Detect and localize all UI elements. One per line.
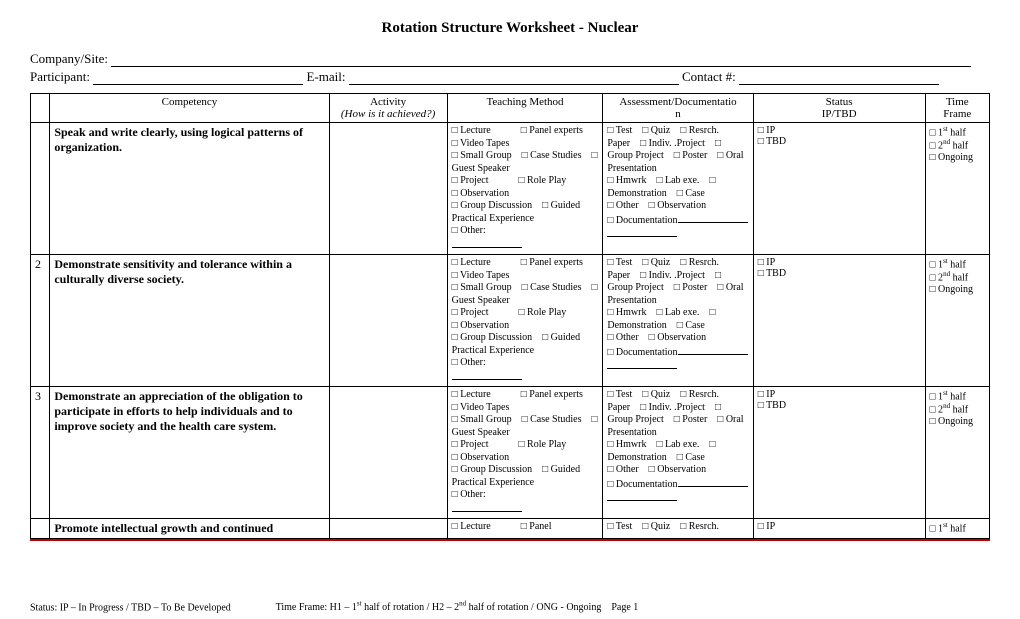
table-row: 3Demonstrate an appreciation of the obli… xyxy=(31,387,990,519)
cell-num: 2 xyxy=(31,255,50,387)
cell-activity xyxy=(329,387,447,519)
cell-competency: Demonstrate an appreciation of the oblig… xyxy=(50,387,329,519)
bottom-red-rule xyxy=(30,539,990,541)
hdr-assessment-l2: n xyxy=(675,108,681,120)
hdr-activity-l1: Activity xyxy=(370,96,406,108)
doc-blank xyxy=(678,345,748,355)
hdr-time-l2: Frame xyxy=(943,108,971,120)
hdr-assessment: Assessment/Documentatio n xyxy=(603,94,753,123)
hdr-time-l1: Time xyxy=(946,96,969,108)
cell-num xyxy=(31,123,50,255)
cell-time: □ 1st half xyxy=(925,519,989,539)
other-blank xyxy=(452,370,522,380)
worksheet-table: Competency Activity (How is it achieved?… xyxy=(30,93,990,539)
table-row: 2Demonstrate sensitivity and tolerance w… xyxy=(31,255,990,387)
cell-num: 3 xyxy=(31,387,50,519)
hdr-activity: Activity (How is it achieved?) xyxy=(329,94,447,123)
footer: Status: IP – In Progress / TBD – To Be D… xyxy=(30,600,990,613)
table-row: Speak and write clearly, using logical p… xyxy=(31,123,990,255)
hdr-status-l1: Status xyxy=(826,96,853,108)
company-blank xyxy=(111,53,971,67)
cell-assessment: □ Test □ Quiz □ Resrch. Paper □ Indiv. .… xyxy=(603,387,753,519)
footer-time-legend: Time Frame: H1 – 1st half of rotation / … xyxy=(276,602,639,613)
cell-activity xyxy=(329,519,447,539)
cell-activity xyxy=(329,123,447,255)
cell-teaching: □ Lecture □ Panel experts □ Video Tapes□… xyxy=(447,123,603,255)
doc-blank-2 xyxy=(607,491,677,501)
worksheet-page: Rotation Structure Worksheet - Nuclear C… xyxy=(0,0,1020,619)
hdr-assessment-l1: Assessment/Documentatio xyxy=(619,96,736,108)
cell-competency: Speak and write clearly, using logical p… xyxy=(50,123,329,255)
cell-status: □ IP□ TBD xyxy=(753,123,925,255)
cell-assessment: □ Test □ Quiz □ Resrch. Paper □ Indiv. .… xyxy=(603,255,753,387)
cell-assessment: □ Test □ Quiz □ Resrch. Paper □ Indiv. .… xyxy=(603,123,753,255)
hdr-status: Status IP/TBD xyxy=(753,94,925,123)
cell-assessment: □ Test □ Quiz □ Resrch. xyxy=(603,519,753,539)
hdr-teaching: Teaching Method xyxy=(447,94,603,123)
hdr-num xyxy=(31,94,50,123)
company-label: Company/Site: xyxy=(30,51,108,66)
header-company-line: Company/Site: xyxy=(30,51,990,67)
header-participant-line: Participant: E-mail: Contact #: xyxy=(30,69,990,85)
hdr-status-l2: IP/TBD xyxy=(822,108,857,120)
email-label: E-mail: xyxy=(306,69,345,84)
table-body: Speak and write clearly, using logical p… xyxy=(31,123,990,539)
doc-blank xyxy=(678,477,748,487)
email-blank xyxy=(349,71,679,85)
cell-competency: Demonstrate sensitivity and tolerance wi… xyxy=(50,255,329,387)
cell-time: □ 1st half□ 2nd half□ Ongoing xyxy=(925,387,989,519)
hdr-activity-l2: (How is it achieved?) xyxy=(341,108,435,120)
page-title: Rotation Structure Worksheet - Nuclear xyxy=(30,20,990,37)
footer-status-legend: Status: IP – In Progress / TBD – To Be D… xyxy=(30,602,231,613)
participant-blank xyxy=(93,71,303,85)
contact-blank xyxy=(739,71,939,85)
hdr-time: Time Frame xyxy=(925,94,989,123)
cell-activity xyxy=(329,255,447,387)
cell-status: □ IP xyxy=(753,519,925,539)
cell-teaching: □ Lecture □ Panel experts □ Video Tapes□… xyxy=(447,387,603,519)
participant-label: Participant: xyxy=(30,69,90,84)
doc-blank-2 xyxy=(607,359,677,369)
doc-blank-2 xyxy=(607,227,677,237)
cell-status: □ IP□ TBD xyxy=(753,255,925,387)
hdr-competency: Competency xyxy=(50,94,329,123)
other-blank xyxy=(452,502,522,512)
doc-blank xyxy=(678,213,748,223)
cell-num xyxy=(31,519,50,539)
contact-label: Contact #: xyxy=(682,69,736,84)
table-row-partial: Promote intellectual growth and continue… xyxy=(31,519,990,539)
cell-teaching: □ Lecture □ Panel experts □ Video Tapes□… xyxy=(447,255,603,387)
cell-status: □ IP□ TBD xyxy=(753,387,925,519)
other-blank xyxy=(452,238,522,248)
cell-time: □ 1st half□ 2nd half□ Ongoing xyxy=(925,123,989,255)
table-header-row: Competency Activity (How is it achieved?… xyxy=(31,94,990,123)
cell-teaching: □ Lecture □ Panel xyxy=(447,519,603,539)
cell-competency: Promote intellectual growth and continue… xyxy=(50,519,329,539)
cell-time: □ 1st half□ 2nd half□ Ongoing xyxy=(925,255,989,387)
